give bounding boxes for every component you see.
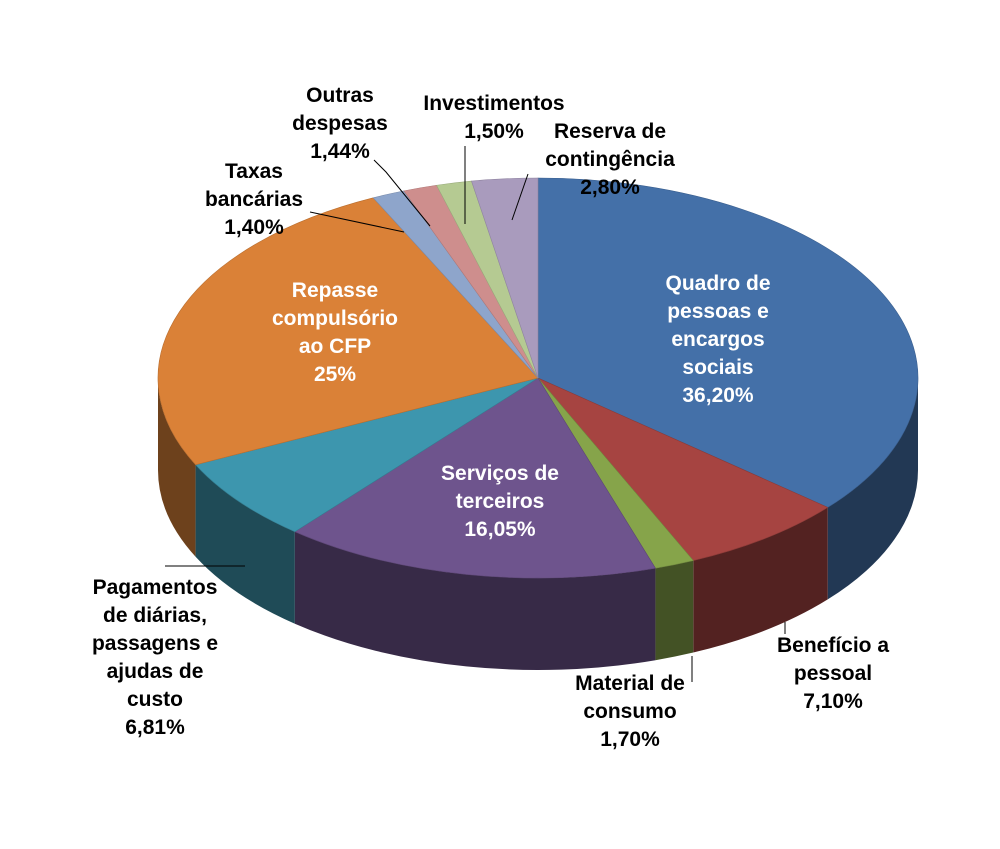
slice-9: [471, 177, 539, 379]
slice-label-line: consumo: [583, 700, 676, 723]
slice-label-1: Benefício a pessoal 7,10%: [777, 634, 889, 713]
slice-label-6: Taxas bancárias 1,40%: [205, 160, 303, 239]
slice-label-0: Quadro de pessoas e encargos sociais 36,20%: [665, 272, 770, 407]
slice-label-line: Investimentos: [423, 92, 564, 115]
pie-side-walls: [158, 378, 918, 670]
slice-label-line: terceiros: [456, 490, 545, 513]
slice-label-line: custo: [127, 688, 183, 711]
slice-value-label: 25%: [314, 363, 356, 386]
slice-value-label: 2,80%: [580, 176, 640, 199]
slice-label-line: contingência: [545, 148, 675, 171]
slice-label-4: Pagamentos de diárias, passagens e ajudas d…: [92, 576, 218, 739]
leader-line-7: [373, 159, 431, 227]
slice-label-line: ajudas de: [107, 660, 204, 683]
slice-label-line: Material de: [575, 672, 685, 695]
slice-value-label: 1,50%: [464, 120, 524, 143]
slice-label-3: Serviços de terceiros 16,05%: [441, 462, 559, 541]
slice-label-5: Repasse compulsório ao CFP 25%: [272, 279, 398, 386]
slice-value-label: 16,05%: [464, 518, 536, 541]
slice-label-line: despesas: [292, 112, 388, 135]
slice-value-label: 7,10%: [803, 690, 863, 713]
leader-line-6: [309, 211, 405, 233]
slice-label-2: Material de consumo 1,70%: [575, 672, 685, 751]
slice-label-line: Outras: [306, 84, 374, 107]
slice-value-label: 36,20%: [682, 384, 754, 407]
slice-4: [195, 377, 539, 533]
leader-lines: [165, 146, 786, 682]
pie-top: [157, 177, 919, 579]
slice-side-2: [655, 560, 694, 661]
slice-label-line: Taxas: [225, 160, 283, 183]
slice-label-line: sociais: [682, 356, 753, 379]
slice-label-line: Reserva de: [554, 120, 666, 143]
slice-value-label: 6,81%: [125, 716, 185, 739]
slice-label-7: Outras despesas 1,44%: [292, 84, 388, 163]
slice-label-line: Benefício a: [777, 634, 889, 657]
slice-value-label: 1,40%: [224, 216, 284, 239]
slice-label-line: bancárias: [205, 188, 303, 211]
slice-1: [537, 377, 829, 561]
slice-label-line: pessoas e: [667, 300, 769, 323]
slice-3: [294, 377, 656, 579]
slice-side-4: [195, 464, 295, 624]
slice-label-line: de diárias,: [103, 604, 207, 627]
slice-value-label: 1,44%: [310, 140, 370, 163]
slice-value-label: 1,70%: [600, 728, 660, 751]
slice-label-line: passagens e: [92, 632, 218, 655]
slice-label-9: Reserva de contingência 2,80%: [545, 120, 675, 199]
slice-labels: Quadro de pessoas e encargos sociais 36,20% B…: [92, 84, 889, 751]
slice-label-line: ao CFP: [299, 335, 371, 358]
slice-label-line: compulsório: [272, 307, 398, 330]
slice-label-8: Investimentos 1,50%: [423, 92, 564, 143]
slice-5: [157, 197, 539, 466]
slice-label-line: Pagamentos: [93, 576, 218, 599]
slice-label-line: encargos: [671, 328, 764, 351]
slice-side-3: [294, 531, 656, 670]
slice-label-line: Serviços de: [441, 462, 559, 485]
slice-label-line: Repasse: [292, 279, 378, 302]
leader-line-9: [511, 173, 529, 221]
slice-label-line: pessoal: [794, 662, 872, 685]
slice-side-1: [693, 507, 828, 653]
slice-label-line: Quadro de: [665, 272, 770, 295]
slice-0: [537, 177, 919, 508]
slice-side-0: [827, 378, 918, 600]
